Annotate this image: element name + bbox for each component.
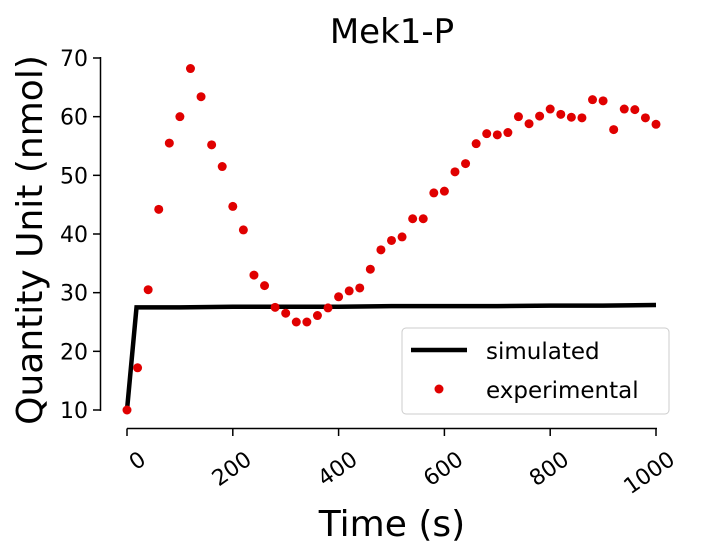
- y-tick-label: 30: [60, 282, 88, 307]
- experimental-point: [492, 130, 502, 140]
- experimental-point: [577, 113, 587, 123]
- experimental-point: [185, 64, 195, 74]
- experimental-point: [651, 119, 661, 129]
- experimental-point: [387, 235, 396, 245]
- x-tick-label: 200: [208, 447, 257, 492]
- experimental-point: [143, 285, 153, 295]
- experimental-point: [291, 317, 301, 327]
- experimental-point: [513, 112, 523, 122]
- experimental-point: [450, 167, 460, 177]
- experimental-point: [524, 119, 534, 129]
- y-tick-label: 40: [60, 223, 88, 248]
- experimental-point: [365, 264, 375, 274]
- experimental-point: [344, 286, 354, 296]
- experimental-point: [334, 292, 344, 302]
- experimental-point: [270, 302, 280, 312]
- y-ticks: 10 20 30 40 50 60 70: [60, 47, 101, 424]
- legend-experimental-label: experimental: [486, 378, 639, 404]
- legend: simulated experimental: [401, 327, 670, 415]
- x-tick-label: 0: [125, 447, 151, 476]
- experimental-point: [228, 201, 238, 211]
- x-tick-label: 400: [314, 447, 363, 492]
- experimental-point: [154, 204, 164, 214]
- legend-frame: [401, 327, 670, 415]
- experimental-point: [164, 138, 174, 148]
- x-tick-label: 800: [525, 447, 574, 492]
- experimental-point: [545, 104, 555, 114]
- experimental-point: [619, 104, 629, 114]
- experimental-point: [598, 96, 608, 106]
- experimental-point: [429, 188, 439, 198]
- experimental-point: [503, 128, 513, 138]
- experimental-point: [640, 113, 650, 123]
- legend-simulated-label: simulated: [486, 339, 600, 365]
- experimental-point: [175, 112, 185, 122]
- experimental-point: [397, 232, 407, 242]
- x-tick-label: 1000: [620, 447, 680, 500]
- x-axis-label: Time (s): [318, 504, 465, 545]
- x-ticks: 0 200 400 600 800 1000: [125, 428, 680, 500]
- y-axis-label: Quantity Unit (nmol): [10, 55, 51, 425]
- experimental-point: [588, 95, 598, 105]
- experimental-point: [249, 270, 259, 280]
- experimental-point: [133, 363, 143, 373]
- experimental-point: [408, 214, 418, 224]
- experimental-point: [461, 159, 471, 169]
- experimental-point: [535, 111, 545, 121]
- y-tick-label: 50: [60, 164, 88, 189]
- experimental-point: [355, 283, 365, 293]
- experimental-point: [122, 405, 132, 415]
- experimental-point: [376, 245, 386, 255]
- chart-title: Mek1-P: [330, 12, 454, 52]
- experimental-point: [238, 225, 248, 235]
- experimental-point: [196, 92, 206, 102]
- series-layer: [122, 64, 661, 415]
- experimental-point: [418, 214, 428, 224]
- experimental-point: [566, 112, 576, 122]
- y-tick-label: 20: [60, 340, 88, 365]
- experimental-point: [630, 105, 640, 115]
- y-tick-label: 10: [60, 399, 88, 424]
- experimental-point: [217, 162, 227, 172]
- experimental-point: [207, 140, 217, 150]
- experimental-point: [482, 129, 492, 139]
- experimental-point: [312, 311, 322, 321]
- x-tick-label: 600: [419, 447, 468, 492]
- experimental-point: [609, 125, 619, 135]
- experimental-point: [281, 308, 291, 318]
- experimental-point: [439, 186, 449, 196]
- simulated-line: [124, 302, 657, 411]
- experimental-point: [471, 139, 481, 149]
- legend-experimental-swatch: [434, 384, 444, 394]
- experimental-point: [556, 109, 566, 119]
- experimental-point: [260, 281, 270, 291]
- y-tick-label: 70: [60, 47, 88, 72]
- y-tick-label: 60: [60, 106, 88, 131]
- experimental-point: [302, 317, 312, 327]
- experimental-point: [323, 303, 333, 313]
